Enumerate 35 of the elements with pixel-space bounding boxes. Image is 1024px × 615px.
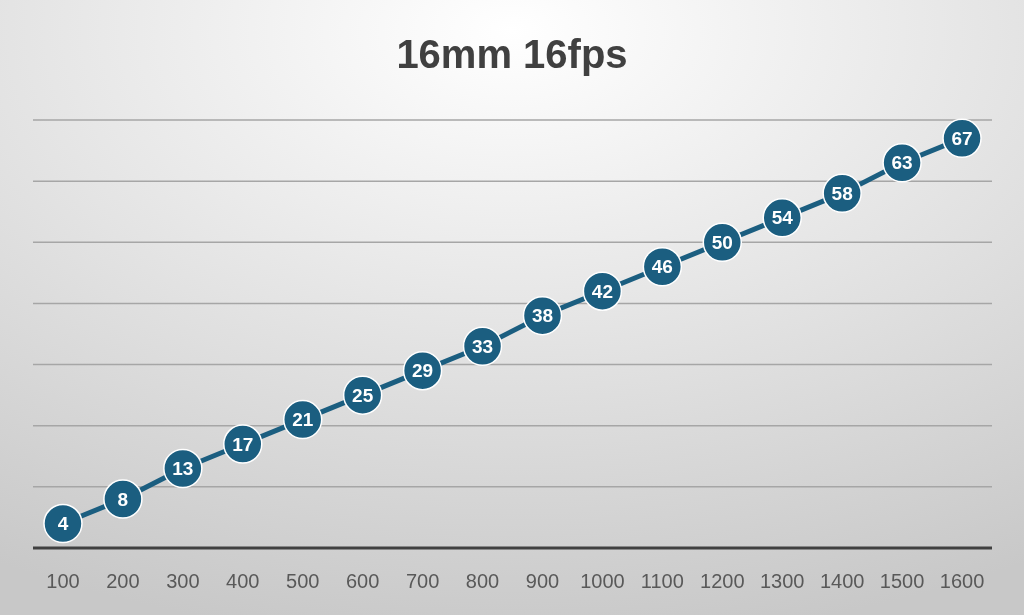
data-label: 29 (412, 360, 434, 382)
point (43, 503, 83, 544)
x-tick-label: 500 (286, 570, 320, 592)
x-tick-label: 1400 (819, 570, 865, 592)
x-tick-label: 400 (226, 570, 260, 592)
x-tick-label: 700 (405, 570, 440, 592)
x-tick-label: 800 (465, 570, 500, 592)
data-label: 50 (711, 231, 733, 253)
x-tick-label: 1200 (700, 570, 745, 592)
data-label: 33 (471, 335, 494, 357)
x-tick-label: 1500 (879, 570, 925, 592)
x-tick-label: 600 (345, 570, 380, 592)
x-tick-label: 1100 (640, 570, 684, 592)
data-label: 17 (232, 433, 254, 455)
data-label: 54 (771, 207, 794, 229)
x-tick-label: 900 (525, 570, 560, 592)
data-label: 67 (951, 127, 973, 149)
x-tick-label: 1000 (580, 570, 625, 592)
data-label: 42 (591, 280, 613, 302)
data-label: 21 (292, 409, 314, 431)
data-label: 25 (352, 384, 374, 406)
data-label: 13 (172, 458, 194, 480)
chart-title: 16mm 16fps (396, 32, 628, 76)
data-label: 63 (891, 152, 913, 174)
data-label: 4 (57, 513, 69, 535)
data-label: 8 (117, 488, 129, 510)
x-tick-label: 200 (106, 570, 140, 592)
data-label: 38 (531, 305, 554, 327)
point (103, 479, 143, 519)
x-tick-label: 300 (166, 570, 200, 592)
x-tick-label: 1600 (939, 570, 985, 592)
x-tick-label: 100 (46, 570, 80, 592)
data-label: 46 (651, 256, 673, 278)
x-tick-label: 1300 (759, 570, 805, 592)
data-label: 58 (831, 183, 853, 205)
